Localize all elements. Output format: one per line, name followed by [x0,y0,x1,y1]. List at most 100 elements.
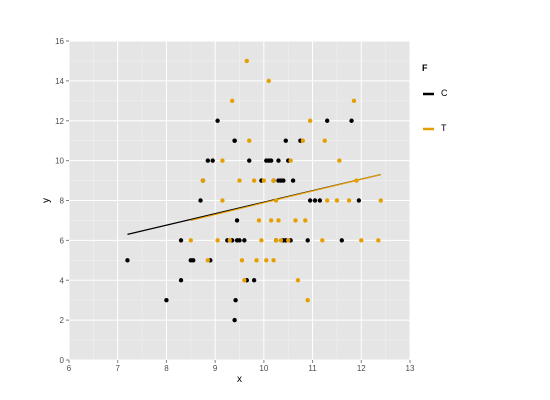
x-tick-label: 10 [259,364,268,373]
y-tick-label: 2 [60,316,65,325]
data-point-c [232,138,237,143]
data-point-t [293,218,298,223]
y-tick-label: 14 [55,77,64,86]
grid-lines [68,40,411,361]
data-point-c [247,158,252,163]
legend-entry-t: T [423,123,447,133]
y-axis-title: y [41,198,52,203]
data-point-t [378,198,383,203]
data-point-t [334,198,340,203]
legend-label-t: T [441,123,447,133]
data-point-t [244,58,250,64]
data-point-t [359,238,364,243]
data-point-c [164,297,169,303]
data-point-t [268,218,274,223]
legend-entry-c: C [423,88,448,98]
data-point-t [303,218,308,223]
y-axis-ticks: 0 2 4 6 8 10 12 14 16 [55,37,69,365]
data-point-t [264,258,269,263]
data-point-c [324,118,330,123]
x-axis-title: x [237,374,242,385]
data-point-c [233,297,238,303]
data-point-t [273,238,279,243]
data-point-t [376,238,381,243]
data-point-c [281,178,286,183]
data-point-t [215,238,220,243]
data-point-t [346,198,352,203]
data-point-t [337,158,342,163]
data-point-c [290,178,296,183]
data-point-t [227,238,232,243]
data-point-t [200,178,206,183]
x-tick-label: 11 [308,364,317,373]
data-point-t [205,258,211,263]
legend-label-c: C [441,88,448,98]
data-point-t [247,138,252,143]
data-point-c [268,158,274,163]
data-point-c [234,218,240,223]
data-point-t [256,218,262,223]
data-point-t [220,158,225,163]
data-point-t [220,198,225,203]
data-point-c [125,258,130,263]
x-tick-label: 12 [357,364,366,373]
data-point-c [317,198,323,203]
data-point-c [191,258,196,263]
trend-lines [127,173,381,235]
x-tick-label: 8 [164,364,169,373]
x-tick-label: 6 [67,364,72,373]
data-point-t [324,198,330,203]
y-tick-label: 4 [60,276,65,285]
data-point-c [283,138,288,143]
data-point-c [307,198,313,203]
data-point-t [271,258,276,263]
data-point-c [349,118,354,123]
data-point-t [300,138,306,143]
legend-title: F [422,63,428,73]
data-point-c [242,238,247,243]
y-tick-label: 0 [60,356,65,365]
data-point-c [312,198,318,203]
data-point-t [271,178,276,183]
data-point-t [351,98,357,104]
data-point-c [305,238,310,243]
data-point-t [188,238,193,243]
x-tick-label: 9 [213,364,218,373]
data-point-c [356,198,362,203]
data-point-t [251,178,257,183]
trend-line-t [190,173,381,222]
data-point-c [339,238,344,243]
data-point-t [229,98,235,104]
data-point-t [242,278,247,283]
data-point-t [259,238,264,243]
data-point-t [307,118,313,123]
data-point-t [305,297,310,303]
data-point-t [354,178,359,183]
y-tick-label: 10 [55,157,64,166]
data-point-t [276,218,281,223]
data-point-c [178,238,184,243]
data-point-c [232,317,237,323]
data-point-t [322,138,327,143]
x-tick-label: 13 [406,364,415,373]
data-point-c [276,158,281,163]
data-point-t [254,258,259,263]
y-tick-label: 12 [55,117,64,126]
data-point-c [205,158,211,163]
data-point-t [273,198,279,203]
data-point-c [178,278,184,283]
data-point-t [320,238,325,243]
data-point-c [198,198,203,203]
data-points [125,58,383,323]
data-point-c [237,238,242,243]
data-point-t [237,178,242,183]
data-point-t [266,78,271,84]
data-point-t [295,278,301,283]
x-tick-label: 7 [115,364,120,373]
data-point-t [288,158,293,163]
data-point-t [239,258,245,263]
data-point-t [278,238,284,243]
data-point-c [215,118,220,123]
data-point-c [210,158,215,163]
